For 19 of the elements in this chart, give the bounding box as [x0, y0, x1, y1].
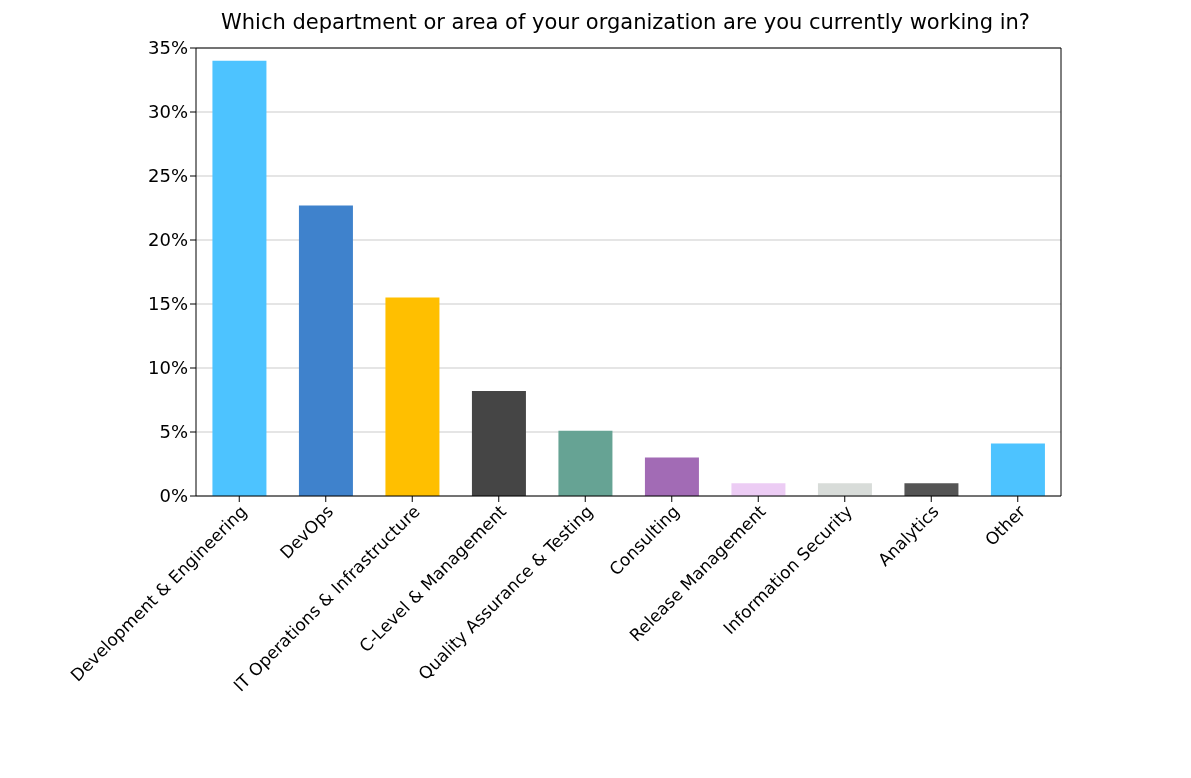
y-tick-label: 20%: [147, 229, 188, 251]
bar: [644, 457, 699, 496]
bar: [731, 483, 786, 496]
bar: [558, 430, 613, 496]
bar: [385, 297, 440, 496]
bar: [904, 483, 959, 496]
bar: [817, 483, 872, 496]
y-tick-label: 35%: [147, 37, 188, 59]
bar: [298, 205, 353, 496]
bar: [212, 60, 267, 496]
y-tick-label: 0%: [159, 485, 188, 507]
y-tick-label: 30%: [147, 101, 188, 123]
bar: [990, 443, 1045, 496]
y-tick-label: 15%: [147, 293, 188, 315]
y-tick-label: 25%: [147, 165, 188, 187]
y-tick-label: 10%: [147, 357, 188, 379]
bar: [471, 391, 526, 496]
y-tick-label: 5%: [159, 421, 188, 443]
chart-title: Which department or area of your organization are you currently working in?: [220, 9, 1031, 36]
